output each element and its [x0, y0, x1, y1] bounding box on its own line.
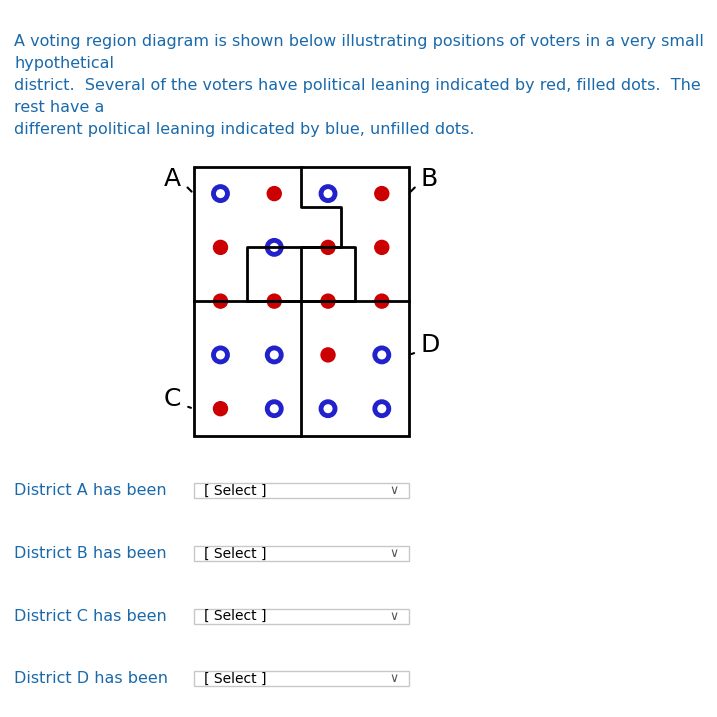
Circle shape: [214, 294, 227, 308]
Text: District B has been: District B has been: [14, 546, 167, 561]
Circle shape: [321, 402, 335, 416]
Circle shape: [375, 240, 389, 255]
Circle shape: [214, 402, 227, 416]
Text: A: A: [164, 166, 181, 191]
Text: ∨: ∨: [390, 609, 399, 622]
Circle shape: [375, 348, 389, 362]
Circle shape: [214, 348, 227, 362]
Circle shape: [375, 294, 389, 308]
Text: [ Select ]: [ Select ]: [204, 609, 267, 623]
Circle shape: [267, 186, 281, 201]
Bar: [194, 167, 409, 435]
Text: District C has been: District C has been: [14, 609, 167, 624]
Text: ∨: ∨: [390, 547, 399, 560]
Circle shape: [267, 240, 281, 255]
Circle shape: [214, 240, 227, 255]
FancyBboxPatch shape: [194, 483, 409, 498]
Circle shape: [321, 240, 335, 255]
FancyBboxPatch shape: [194, 546, 409, 561]
Text: District A has been: District A has been: [14, 483, 167, 498]
FancyBboxPatch shape: [194, 671, 409, 686]
Circle shape: [267, 348, 281, 362]
Text: [ Select ]: [ Select ]: [204, 672, 267, 686]
Circle shape: [267, 402, 281, 416]
Text: District D has been: District D has been: [14, 671, 168, 686]
Circle shape: [375, 402, 389, 416]
Text: [ Select ]: [ Select ]: [204, 546, 267, 561]
Circle shape: [321, 294, 335, 308]
Text: C: C: [164, 387, 181, 411]
Text: [ Select ]: [ Select ]: [204, 484, 267, 498]
Circle shape: [321, 186, 335, 201]
Circle shape: [375, 186, 389, 201]
Text: A voting region diagram is shown below illustrating positions of voters in a ver: A voting region diagram is shown below i…: [14, 34, 704, 138]
Text: ∨: ∨: [390, 485, 399, 498]
Circle shape: [267, 294, 281, 308]
Text: D: D: [420, 333, 440, 357]
Circle shape: [321, 348, 335, 362]
Circle shape: [214, 186, 227, 201]
Text: B: B: [420, 166, 438, 191]
Text: ∨: ∨: [390, 673, 399, 685]
FancyBboxPatch shape: [194, 609, 409, 624]
